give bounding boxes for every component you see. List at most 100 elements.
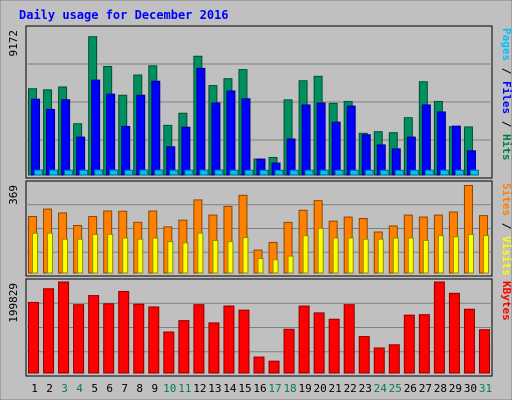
- bar-files-day-5: [91, 79, 101, 176]
- bar-sites-day-27: [422, 239, 429, 274]
- bar-sites-day-20: [317, 227, 324, 274]
- bar-kbytes-day-19: [298, 305, 310, 374]
- x-tick-label: 18: [283, 382, 296, 395]
- bar-pages-day-3: [64, 169, 74, 176]
- legend-hits-files-pages: Pages / Files / Hits: [500, 28, 512, 161]
- bar-pages-day-28: [439, 169, 449, 176]
- bar-pages-day-5: [94, 169, 104, 176]
- bar-pages-day-18: [289, 169, 299, 176]
- bar-sites-day-22: [347, 237, 354, 274]
- legend-entry: Hits: [500, 134, 512, 161]
- x-tick-label: 17: [268, 382, 281, 395]
- legend-entry: /: [500, 216, 512, 236]
- bar-pages-day-17: [274, 169, 284, 176]
- x-tick-label: 23: [359, 382, 372, 395]
- bar-sites-day-25: [392, 237, 399, 274]
- bar-sites-day-24: [377, 238, 384, 274]
- bar-files-day-27: [421, 104, 431, 176]
- bar-pages-day-24: [379, 169, 389, 176]
- bar-kbytes-day-6: [103, 303, 115, 374]
- x-tick-label: 7: [121, 382, 128, 395]
- bar-sites-day-14: [227, 241, 234, 274]
- bar-kbytes-day-2: [43, 288, 55, 374]
- bar-files-day-4: [76, 136, 86, 176]
- y-axis-max-label: 199829: [7, 283, 20, 323]
- bar-kbytes-day-20: [313, 312, 325, 374]
- bar-pages-day-2: [49, 169, 59, 176]
- bar-files-day-13: [211, 102, 221, 176]
- bar-pages-day-30: [469, 169, 479, 176]
- x-tick-label: 9: [151, 382, 158, 395]
- series-kbytes: [28, 281, 490, 374]
- series-sites: [32, 227, 489, 274]
- x-tick-label: 22: [344, 382, 357, 395]
- x-tick-label: 4: [76, 382, 83, 395]
- bar-kbytes-day-1: [28, 301, 40, 374]
- bar-sites-day-9: [152, 237, 159, 274]
- bar-sites-day-2: [47, 232, 54, 274]
- bar-kbytes-day-21: [328, 318, 340, 374]
- bar-kbytes-day-15: [238, 309, 250, 374]
- bar-files-day-22: [346, 105, 356, 176]
- bar-files-day-18: [286, 138, 296, 176]
- bar-files-day-8: [136, 94, 146, 176]
- panel-hits-files-pages: 9172 Pages / Files / Hits: [7, 25, 512, 179]
- x-tick-label: 11: [178, 382, 191, 395]
- x-tick-label: 3: [61, 382, 68, 395]
- bar-kbytes-day-18: [283, 328, 295, 374]
- x-tick-label: 25: [389, 382, 402, 395]
- bar-pages-day-9: [154, 169, 164, 176]
- bar-kbytes-day-24: [373, 347, 385, 374]
- panel-kbytes: 199829 KBytes: [7, 278, 512, 377]
- bar-files-day-11: [181, 126, 191, 176]
- bar-pages-day-22: [349, 169, 359, 176]
- bar-kbytes-day-27: [418, 314, 430, 374]
- y-axis-max-label: 369: [7, 185, 20, 205]
- bar-pages-day-26: [409, 169, 419, 176]
- x-tick-label: 19: [298, 382, 311, 395]
- x-tick-label: 21: [329, 382, 342, 395]
- bar-sites-day-26: [407, 237, 414, 274]
- bar-sites-day-12: [197, 232, 204, 274]
- bar-pages-day-25: [394, 169, 404, 176]
- bar-files-day-26: [406, 136, 416, 176]
- bar-pages-day-10: [169, 169, 179, 176]
- bar-sites-day-30: [467, 233, 474, 274]
- bar-files-day-14: [226, 90, 236, 176]
- x-tick-label: 27: [419, 382, 432, 395]
- bar-kbytes-day-16: [253, 356, 265, 374]
- bar-files-day-23: [361, 134, 371, 176]
- bar-pages-day-20: [319, 169, 329, 176]
- bar-pages-day-27: [424, 169, 434, 176]
- x-tick-label: 29: [449, 382, 462, 395]
- x-tick-label: 2: [46, 382, 53, 395]
- bar-files-day-2: [46, 108, 56, 176]
- bar-pages-day-15: [244, 169, 254, 176]
- legend-entry: /: [500, 61, 512, 81]
- x-tick-label: 8: [136, 382, 143, 395]
- bar-pages-day-7: [124, 169, 134, 176]
- x-tick-label: 31: [479, 382, 492, 395]
- bar-sites-day-4: [77, 238, 84, 274]
- legend-entry: Visits: [500, 236, 512, 276]
- x-tick-label: 6: [106, 382, 113, 395]
- legend-visits-sites: Sites / Visits: [500, 183, 512, 276]
- bar-pages-day-29: [454, 169, 464, 176]
- bar-files-day-3: [61, 99, 71, 176]
- legend-entry: Sites: [500, 183, 512, 216]
- bar-sites-day-5: [92, 233, 99, 274]
- bar-kbytes-day-31: [478, 329, 490, 374]
- series-pages: [34, 169, 479, 176]
- bar-sites-day-1: [32, 232, 39, 274]
- x-axis-day-labels: 1 2 3 4 5 6 7 8 9 10 11 12 13 14 15 16 17 18 19 20 21 22 23 24 2…: [31, 382, 492, 395]
- bar-kbytes-day-3: [58, 281, 70, 374]
- bar-kbytes-day-9: [148, 306, 160, 374]
- bar-sites-day-11: [182, 242, 189, 274]
- legend-entry: KBytes: [500, 281, 512, 321]
- bar-kbytes-day-23: [358, 336, 370, 374]
- x-tick-label: 10: [163, 382, 176, 395]
- x-tick-label: 12: [193, 382, 206, 395]
- bar-sites-day-3: [62, 238, 69, 274]
- x-tick-label: 1: [31, 382, 38, 395]
